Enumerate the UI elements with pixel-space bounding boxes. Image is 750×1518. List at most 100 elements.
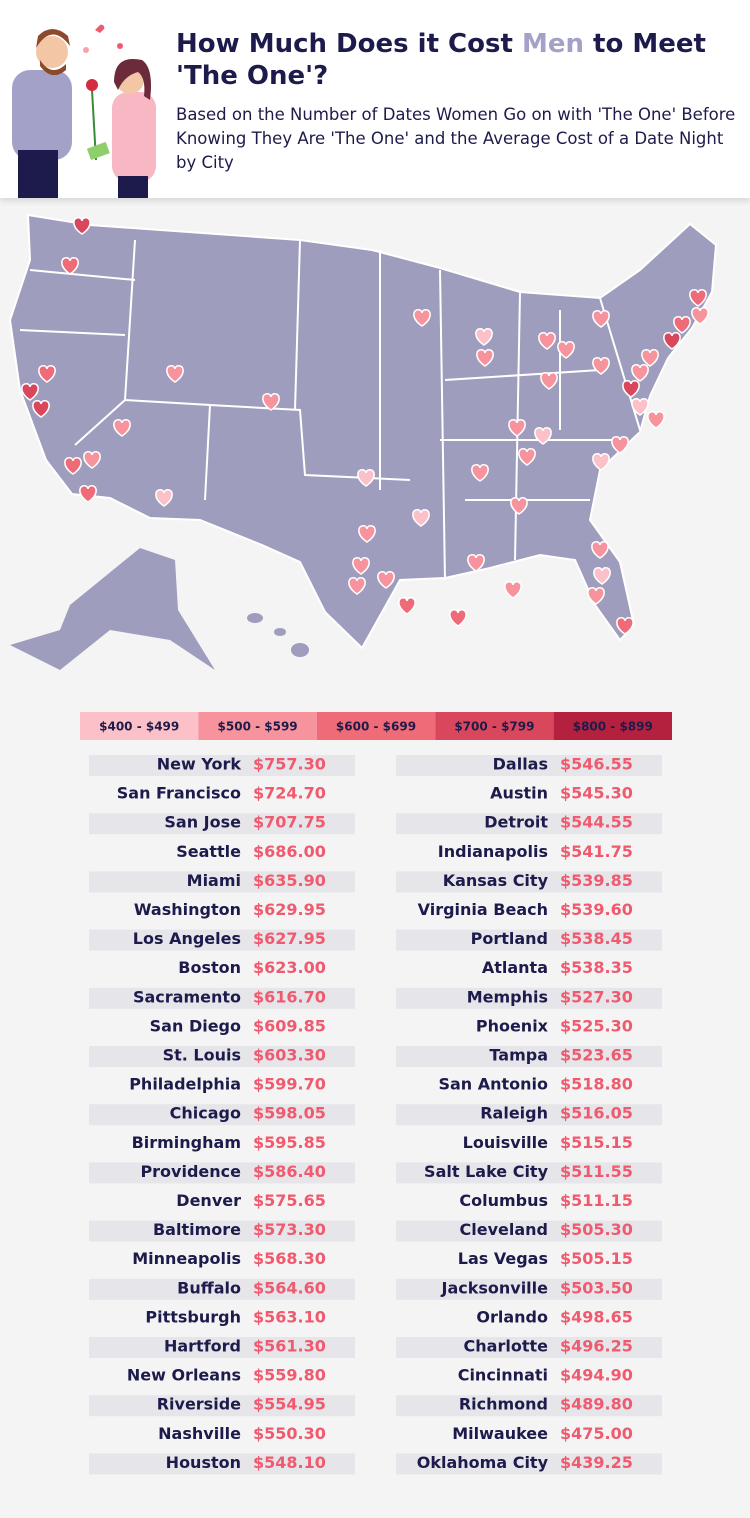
city-cost: $616.70 bbox=[253, 987, 326, 1006]
city-cost: $505.30 bbox=[560, 1220, 633, 1239]
city-cost: $623.00 bbox=[253, 958, 326, 977]
city-name: Denver bbox=[176, 1191, 241, 1210]
city-name: Baltimore bbox=[153, 1220, 241, 1239]
city-name: New York bbox=[157, 755, 242, 774]
city-name: Buffalo bbox=[177, 1278, 241, 1297]
heart-marker bbox=[449, 608, 467, 627]
city-name: Birmingham bbox=[132, 1133, 241, 1152]
city-cost: $516.05 bbox=[560, 1104, 633, 1123]
row-band bbox=[89, 1453, 355, 1475]
city-name: Hartford bbox=[164, 1337, 241, 1356]
heart-marker bbox=[398, 596, 416, 615]
legend-label: $800 - $899 bbox=[573, 720, 653, 734]
row-band bbox=[89, 1220, 355, 1242]
city-name: Boston bbox=[178, 958, 241, 977]
row-band bbox=[396, 987, 662, 1009]
legend-label: $400 - $499 bbox=[99, 720, 179, 734]
header: How Much Does it Cost Men to Meet 'The O… bbox=[0, 0, 750, 198]
city-name: Washington bbox=[134, 900, 241, 919]
row-band bbox=[89, 1104, 355, 1126]
city-cost: $686.00 bbox=[253, 842, 326, 861]
alaska bbox=[10, 548, 215, 670]
city-name: Minneapolis bbox=[132, 1249, 241, 1268]
city-name: Indianapolis bbox=[438, 842, 548, 861]
city-cost: $561.30 bbox=[253, 1337, 326, 1356]
city-cost: $539.85 bbox=[560, 871, 633, 890]
city-name: Miami bbox=[187, 871, 241, 890]
heart-marker bbox=[79, 484, 97, 503]
city-name: Oklahoma City bbox=[417, 1453, 549, 1472]
city-name: Detroit bbox=[484, 813, 548, 832]
row-band bbox=[396, 813, 662, 835]
city-name: Austin bbox=[490, 784, 548, 803]
city-cost: $554.95 bbox=[253, 1395, 326, 1414]
row-band bbox=[89, 1162, 355, 1184]
row-band bbox=[396, 1395, 662, 1417]
row-band bbox=[396, 929, 662, 951]
city-cost: $496.25 bbox=[560, 1337, 633, 1356]
city-name: Richmond bbox=[459, 1395, 548, 1414]
city-name: Orlando bbox=[476, 1307, 548, 1326]
legend-swatch bbox=[435, 712, 554, 740]
map bbox=[8, 213, 718, 670]
city-name: San Antonio bbox=[438, 1075, 548, 1094]
city-name: Milwaukee bbox=[452, 1424, 548, 1443]
row-band bbox=[89, 1337, 355, 1358]
city-name: Louisville bbox=[463, 1133, 548, 1152]
city-name: Charlotte bbox=[464, 1337, 549, 1356]
legend-swatch bbox=[316, 712, 436, 740]
legend-and-table: $400 - $499 $500 - $599 $600 - $699 $700 - … bbox=[80, 712, 672, 1475]
city-cost: $559.80 bbox=[253, 1366, 326, 1385]
row-band bbox=[89, 871, 355, 893]
legend-label: $600 - $699 bbox=[336, 720, 416, 734]
row-band bbox=[89, 1046, 355, 1067]
city-name: Jacksonville bbox=[440, 1278, 548, 1297]
city-name: Dallas bbox=[493, 755, 548, 774]
city-cost: $439.25 bbox=[560, 1453, 633, 1472]
city-name: Cleveland bbox=[460, 1220, 548, 1239]
row-band bbox=[89, 1395, 355, 1417]
legend-swatch bbox=[553, 712, 672, 740]
city-cost: $629.95 bbox=[253, 900, 326, 919]
city-cost: $609.85 bbox=[253, 1016, 326, 1035]
city-cost: $518.80 bbox=[560, 1075, 633, 1094]
city-name: Memphis bbox=[467, 987, 548, 1006]
illustration bbox=[12, 24, 156, 198]
city-cost: $568.30 bbox=[253, 1249, 326, 1268]
row-band bbox=[89, 987, 355, 1009]
title-text: How Much Does it Cost bbox=[176, 29, 522, 59]
city-cost: $525.30 bbox=[560, 1016, 633, 1035]
legend-swatch bbox=[80, 712, 199, 740]
city-cost: $475.00 bbox=[560, 1424, 633, 1443]
city-name: Pittsburgh bbox=[145, 1307, 241, 1326]
city-cost: $538.45 bbox=[560, 929, 633, 948]
city-cost: $627.95 bbox=[253, 929, 326, 948]
title: How Much Does it Cost Men to Meet 'The O… bbox=[176, 28, 736, 92]
city-cost: $505.15 bbox=[560, 1249, 633, 1268]
city-cost: $548.10 bbox=[253, 1453, 326, 1472]
heart-marker bbox=[647, 410, 665, 429]
row-band bbox=[396, 1278, 662, 1300]
city-cost: $539.60 bbox=[560, 900, 633, 919]
city-cost: $575.65 bbox=[253, 1191, 326, 1210]
city-name: Providence bbox=[140, 1162, 241, 1181]
city-name: Kansas City bbox=[443, 871, 549, 890]
state-borders bbox=[19, 239, 641, 581]
city-name: Tampa bbox=[489, 1046, 548, 1065]
city-cost: $603.30 bbox=[253, 1046, 326, 1065]
city-cost: $707.75 bbox=[253, 813, 326, 832]
city-cost: $541.75 bbox=[560, 842, 633, 861]
row-band bbox=[396, 1162, 662, 1184]
city-cost: $598.05 bbox=[253, 1104, 326, 1123]
row-band bbox=[396, 1046, 662, 1067]
city-name: Houston bbox=[166, 1453, 241, 1472]
city-name: Las Vegas bbox=[458, 1249, 548, 1268]
city-cost: $538.35 bbox=[560, 958, 633, 977]
city-name: Chicago bbox=[170, 1104, 241, 1123]
title-highlight: Men bbox=[521, 29, 584, 59]
city-cost: $599.70 bbox=[253, 1075, 326, 1094]
city-cost: $724.70 bbox=[253, 784, 326, 803]
city-name: Seattle bbox=[176, 842, 241, 861]
legend-label: $700 - $799 bbox=[454, 720, 534, 734]
